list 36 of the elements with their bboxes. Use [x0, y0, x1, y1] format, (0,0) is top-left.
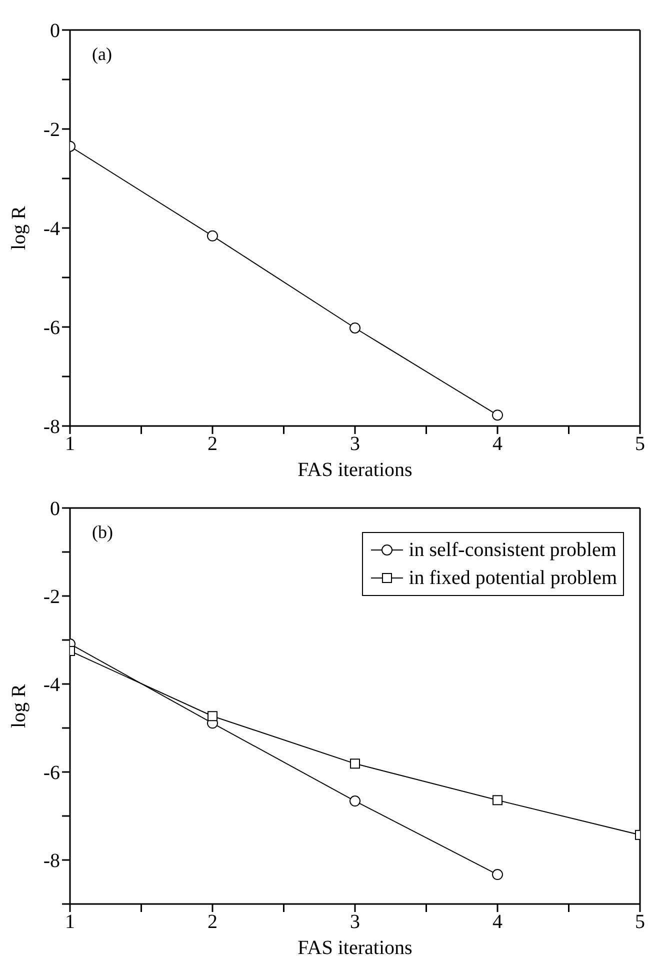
point	[492, 410, 503, 421]
x-tick-label: 5	[635, 911, 645, 934]
y-tick-label: -4	[43, 218, 60, 240]
y-tick-label: -6	[43, 762, 60, 784]
y-tick-label: -2	[43, 586, 60, 608]
point	[492, 869, 503, 880]
x-axis-title: FAS iterations	[298, 459, 413, 481]
x-tick-label: 1	[65, 433, 75, 456]
point	[350, 758, 360, 769]
x-axis-title: FAS iterations	[298, 937, 413, 959]
y-tick-label: -8	[43, 416, 60, 438]
x-tick-label: 2	[208, 911, 218, 934]
point	[492, 795, 502, 806]
x-tick-label: 3	[350, 433, 360, 456]
x-tick-label: 4	[492, 433, 502, 456]
x-tick-label: 5	[635, 433, 645, 456]
legend-label: in fixed potential problem	[408, 566, 617, 591]
point	[350, 322, 360, 334]
y-tick-label: -4	[43, 674, 60, 696]
annotation: (b)	[92, 522, 113, 543]
legend-label: in self-consistent problem	[408, 538, 616, 563]
y-axis-title: log R	[8, 683, 30, 728]
y-tick-label: 0	[50, 20, 60, 42]
x-tick-label: 1	[65, 911, 75, 934]
point	[208, 711, 218, 722]
x-tick-label: 4	[492, 911, 502, 934]
point	[350, 796, 360, 807]
y-tick-label: -8	[43, 850, 60, 872]
y-tick-label: 0	[50, 498, 60, 520]
y-axis-title: log R	[8, 205, 30, 250]
y-tick-label: -6	[43, 317, 60, 340]
y-tick-label: -2	[43, 119, 60, 142]
point	[207, 230, 218, 242]
annotation: (a)	[92, 44, 112, 65]
x-tick-label: 2	[208, 433, 218, 456]
x-tick-label: 3	[350, 911, 360, 934]
